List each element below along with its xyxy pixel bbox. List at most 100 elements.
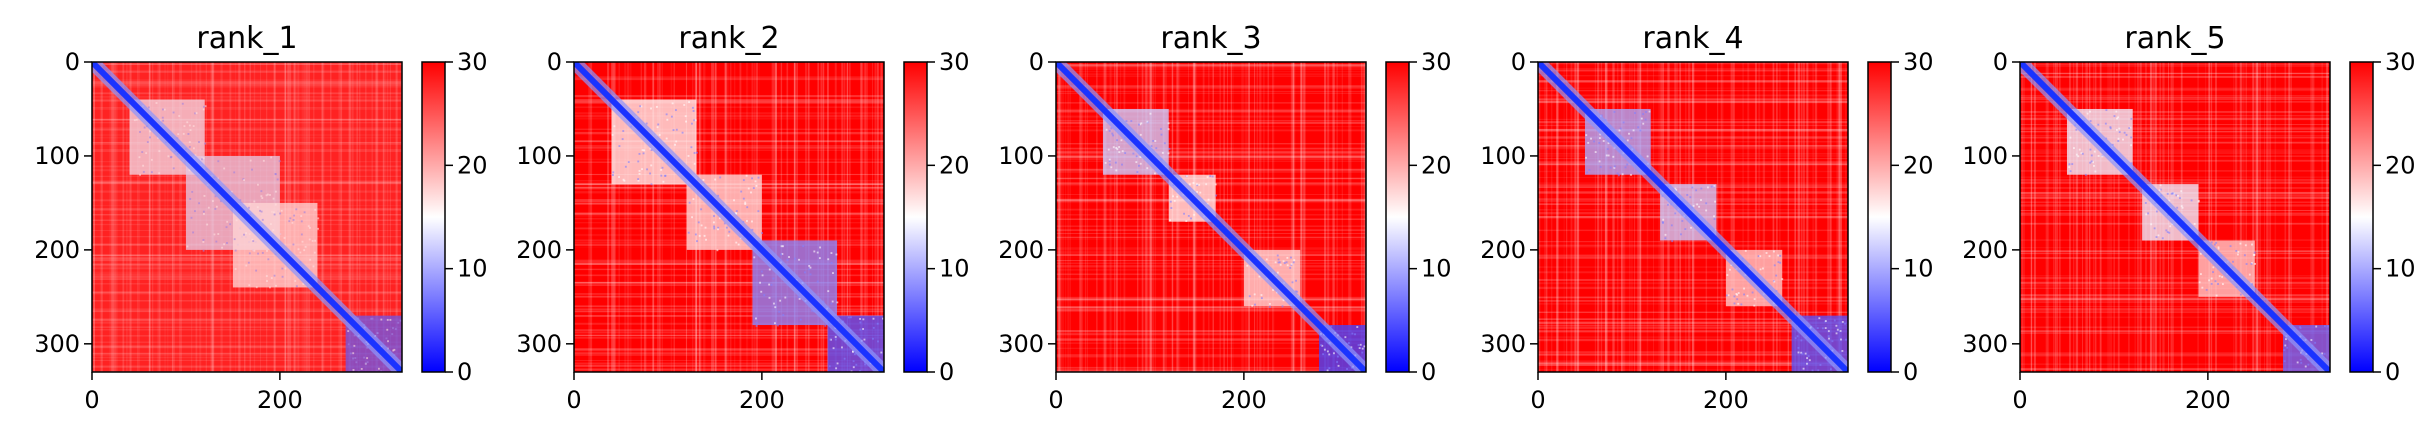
x-tick-label: 200: [1703, 386, 1749, 414]
texture-stripe: [2128, 62, 2130, 372]
domain-speckle: [2097, 154, 2100, 157]
texture-stripe: [574, 128, 884, 131]
domain-speckle: [780, 253, 783, 256]
texture-stripe: [652, 62, 655, 372]
domain-speckle: [650, 149, 653, 151]
texture-stripe: [2020, 250, 2330, 252]
domain-speckle: [877, 340, 879, 343]
domain-speckle: [1291, 281, 1294, 284]
texture-stripe: [1150, 62, 1151, 372]
texture-stripe: [1758, 62, 1761, 372]
domain-speckle: [1664, 233, 1667, 236]
texture-stripe: [1538, 147, 1848, 150]
texture-stripe: [2108, 62, 2111, 372]
domain-speckle: [1751, 291, 1754, 294]
domain-speckle: [688, 101, 691, 104]
texture-stripe: [1730, 62, 1733, 372]
domain-speckle: [354, 357, 357, 359]
texture-stripe: [92, 92, 402, 95]
domain-speckle: [702, 178, 705, 181]
texture-stripe: [1840, 62, 1842, 372]
texture-stripe: [1056, 160, 1366, 162]
domain-speckle: [1258, 275, 1261, 278]
domain-speckle: [1811, 369, 1814, 372]
texture-stripe: [2137, 62, 2139, 372]
domain-speckle: [394, 328, 397, 330]
domain-speckle: [243, 233, 245, 236]
domain-speckle: [202, 241, 205, 243]
domain-speckle: [267, 193, 269, 196]
texture-stripe: [2093, 62, 2095, 372]
domain-speckle: [1209, 175, 1212, 177]
texture-stripe: [1150, 62, 1152, 372]
domain-speckle: [2130, 136, 2133, 139]
texture-stripe: [1056, 154, 1366, 157]
domain-speckle: [1616, 172, 1619, 175]
colorbar-tick-label: 10: [939, 255, 970, 283]
domain-speckle: [2221, 275, 2224, 278]
texture-stripe: [126, 62, 128, 372]
domain-speckle: [1598, 137, 1601, 140]
domain-speckle: [161, 116, 164, 119]
texture-stripe: [775, 62, 777, 372]
texture-stripe: [2046, 62, 2050, 372]
texture-stripe: [1056, 120, 1366, 122]
texture-stripe: [158, 62, 161, 372]
domain-speckle: [181, 102, 184, 105]
domain-speckle: [1149, 112, 1152, 115]
domain-speckle: [1609, 166, 1612, 169]
texture-stripe: [574, 349, 884, 352]
domain-speckle: [221, 246, 224, 249]
texture-stripe: [2310, 62, 2311, 372]
domain-speckle: [1205, 183, 1208, 186]
domain-speckle: [143, 126, 146, 129]
texture-stripe: [130, 62, 132, 372]
domain-speckle: [347, 330, 350, 333]
texture-stripe: [1721, 62, 1724, 372]
domain-speckle: [253, 200, 256, 203]
domain-speckle: [2159, 188, 2162, 191]
y-tick-label: 100: [516, 142, 562, 170]
domain-speckle: [1161, 151, 1164, 154]
domain-speckle: [836, 362, 839, 365]
domain-speckle: [2073, 147, 2075, 149]
domain-speckle: [705, 238, 707, 241]
texture-stripe: [2069, 62, 2071, 372]
texture-stripe: [92, 308, 402, 310]
y-tick-label: 300: [998, 330, 1044, 358]
domain-speckle: [1835, 324, 1838, 327]
colorbar-tick-label: 20: [939, 151, 970, 179]
domain-speckle: [637, 160, 640, 163]
domain-speckle: [1737, 292, 1740, 294]
texture-stripe: [1272, 62, 1275, 372]
texture-stripe: [152, 62, 154, 372]
texture-stripe: [1056, 356, 1366, 357]
domain-speckle: [2068, 166, 2071, 169]
texture-stripe: [171, 62, 173, 372]
texture-stripe: [574, 311, 884, 313]
texture-stripe: [1779, 62, 1781, 372]
domain-speckle: [2304, 365, 2307, 368]
texture-stripe: [1573, 62, 1576, 372]
domain-speckle: [650, 183, 653, 186]
texture-stripe: [92, 63, 402, 65]
texture-stripe: [338, 62, 340, 372]
texture-stripe: [1538, 121, 1848, 123]
domain-speckle: [2300, 361, 2303, 364]
domain-speckle: [280, 209, 283, 212]
texture-stripe: [1059, 62, 1062, 372]
texture-stripe: [1154, 62, 1156, 372]
texture-stripe: [2057, 62, 2058, 372]
domain-speckle: [1692, 204, 1695, 207]
texture-stripe: [2270, 62, 2272, 372]
domain-speckle: [308, 238, 311, 241]
texture-stripe: [1639, 62, 1642, 372]
domain-speckle: [664, 174, 667, 177]
domain-speckle: [1246, 264, 1249, 267]
domain-speckle: [1155, 147, 1158, 150]
domain-speckle: [1612, 155, 1615, 158]
domain-speckle: [1199, 191, 1202, 194]
texture-stripe: [1538, 163, 1848, 165]
texture-stripe: [395, 62, 398, 372]
texture-stripe: [1570, 62, 1573, 372]
